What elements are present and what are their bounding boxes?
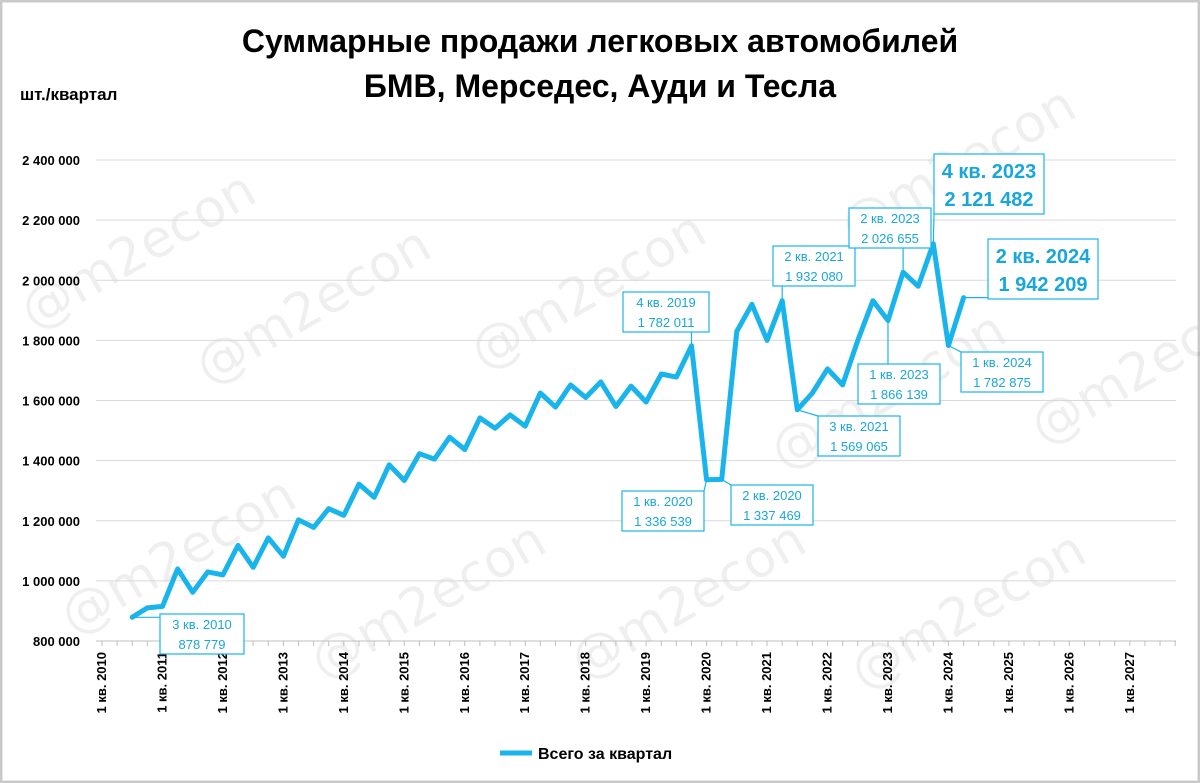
chart-title-line2: БМВ, Мерседес, Ауди и Тесла [364, 68, 836, 104]
annotation-period: 2 кв. 2024 [996, 246, 1091, 268]
x-tick-label: 1 кв. 2018 [578, 652, 593, 713]
annotation-box [857, 363, 941, 405]
annotation-period: 2 кв. 2020 [742, 488, 802, 503]
annotation-callout: 3 кв. 2021 1 569 065 [797, 409, 901, 457]
y-tick-label: 1 600 000 [22, 394, 80, 409]
annotation-leader [721, 478, 732, 486]
annotation-box [622, 291, 710, 333]
x-tick-label: 1 кв. 2015 [396, 652, 411, 713]
gridlines [96, 159, 1176, 646]
y-tick-label: 1 400 000 [22, 454, 80, 469]
y-tick-label: 1 000 000 [22, 574, 80, 589]
annotation-value: 1 337 469 [743, 508, 801, 523]
annotation-callout: 2 кв. 2020 1 337 469 [721, 478, 814, 526]
chart-title-line1: Суммарные продажи легковых автомобилей [242, 23, 958, 59]
annotation-callout: 2 кв. 2024 1 942 209 [963, 238, 1099, 300]
annotation-callout: 4 кв. 2023 2 121 482 [932, 153, 1045, 244]
annotation-leader [932, 213, 935, 244]
annotation-callout: 1 кв. 2024 1 782 875 [948, 344, 1044, 393]
annotation-period: 2 кв. 2023 [860, 211, 920, 226]
annotation-value: 878 779 [179, 637, 226, 652]
annotation-leader [948, 344, 962, 353]
annotation-value: 1 782 011 [638, 315, 695, 330]
annotation-box [621, 490, 705, 532]
y-tick-label: 800 000 [33, 634, 80, 649]
annotation-callout: 2 кв. 2021 1 932 080 [772, 245, 856, 301]
y-axis-unit-label: шт./квартал [20, 85, 117, 104]
y-tick-label: 2 200 000 [22, 213, 80, 228]
annotation-period: 2 кв. 2021 [784, 249, 844, 264]
annotation-callout: 1 кв. 2020 1 336 539 [621, 479, 708, 532]
x-tick-label: 1 кв. 2013 [275, 652, 290, 713]
legend-label: Всего за квартал [538, 746, 672, 763]
annotation-period: 1 кв. 2020 [633, 494, 693, 509]
annotation-box [817, 415, 901, 457]
series-layer [129, 241, 967, 620]
y-tick-label: 1 800 000 [22, 333, 80, 348]
annotation-value: 1 942 209 [999, 274, 1088, 296]
x-tick-label: 1 кв. 2011 [154, 652, 169, 713]
annotation-box [772, 245, 856, 287]
x-tick-label: 1 кв. 2027 [1122, 652, 1137, 713]
x-tick-label: 1 кв. 2014 [336, 651, 351, 713]
x-tick-label: 1 кв. 2025 [1001, 652, 1016, 713]
y-axis-ticks: 800 000 1 000 000 1 200 000 1 400 000 1 600 … [22, 153, 80, 649]
annotation-value: 1 932 080 [785, 269, 843, 284]
annotation-box [960, 351, 1044, 393]
annotation-box [159, 613, 245, 655]
y-tick-label: 1 200 000 [22, 514, 80, 529]
annotation-callout: 2 кв. 2023 2 026 655 [848, 207, 932, 273]
x-tick-label: 1 кв. 2020 [699, 652, 714, 713]
x-tick-label: 1 кв. 2024 [940, 651, 955, 713]
annotation-value: 1 569 065 [830, 439, 888, 454]
annotation-value: 2 121 482 [945, 189, 1034, 211]
series-line-total [129, 241, 967, 620]
x-axis-ticks: 1 кв. 2010 1 кв. 2011 1 кв. 2012 1 кв. 2013… [94, 651, 1137, 713]
y-tick-label: 2 000 000 [22, 273, 80, 288]
annotation-period: 4 кв. 2023 [942, 161, 1037, 183]
x-tick-label: 1 кв. 2016 [457, 652, 472, 713]
annotation-leader [797, 409, 819, 417]
annotation-period: 1 кв. 2023 [869, 367, 929, 382]
annotation-box [848, 207, 932, 249]
annotation-period: 3 кв. 2021 [829, 419, 889, 434]
annotation-period: 3 кв. 2010 [172, 617, 232, 632]
x-tick-label: 1 кв. 2022 [820, 652, 835, 713]
annotation-callout: 1 кв. 2023 1 866 139 [857, 320, 941, 405]
annotation-value: 2 026 655 [861, 231, 919, 246]
annotation-value: 1 866 139 [870, 387, 928, 402]
annotation-value: 1 782 875 [973, 375, 1031, 390]
x-tick-label: 1 кв. 2017 [517, 652, 532, 713]
y-tick-label: 2 400 000 [22, 153, 80, 168]
annotation-period: 4 кв. 2019 [636, 295, 696, 310]
annotation-box [730, 484, 814, 526]
x-tick-label: 1 кв. 2021 [759, 652, 774, 713]
x-tick-label: 1 кв. 2023 [880, 652, 895, 713]
annotations-layer: 3 кв. 2010 878 779 4 кв. 2019 1 782 011 1 кв… [132, 153, 1099, 655]
annotation-period: 1 кв. 2024 [972, 355, 1032, 370]
annotation-box [933, 153, 1045, 215]
x-tick-label: 1 кв. 2019 [638, 652, 653, 713]
annotation-leader [703, 479, 708, 492]
x-tick-label: 1 кв. 2012 [215, 652, 230, 713]
x-tick-label: 1 кв. 2026 [1061, 652, 1076, 713]
annotation-value: 1 336 539 [634, 514, 692, 529]
annotation-box [987, 238, 1099, 300]
annotation-callout: 4 кв. 2019 1 782 011 [622, 291, 710, 346]
legend: Всего за квартал [500, 746, 672, 763]
x-tick-label: 1 кв. 2010 [94, 652, 109, 713]
annotation-callout: 3 кв. 2010 878 779 [132, 613, 245, 655]
